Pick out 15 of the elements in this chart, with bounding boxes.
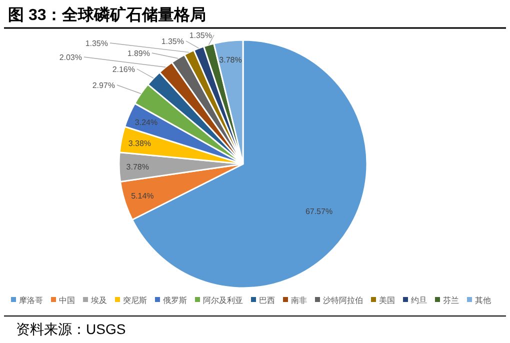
annotation: 资料来源：USGS xyxy=(16,321,126,337)
legend-label: 摩洛哥 xyxy=(19,296,43,305)
legend-label: 南非 xyxy=(291,296,307,305)
legend-label: 沙特阿拉伯 xyxy=(323,296,363,305)
legend-label: 中国 xyxy=(59,296,75,305)
legend-label: 突尼斯 xyxy=(123,296,147,305)
legend-label: 俄罗斯 xyxy=(163,296,187,305)
legend-label: 美国 xyxy=(379,296,395,305)
title: 图 33：全球磷矿石储量格局 xyxy=(8,7,206,24)
legend-label: 巴西 xyxy=(259,296,275,305)
legend-label: 芬兰 xyxy=(443,296,459,305)
legend-label: 其他 xyxy=(475,296,491,305)
legend-label: 约旦 xyxy=(411,296,427,305)
legend-label: 阿尔及利亚 xyxy=(203,296,243,305)
legend-label: 埃及 xyxy=(90,296,107,305)
